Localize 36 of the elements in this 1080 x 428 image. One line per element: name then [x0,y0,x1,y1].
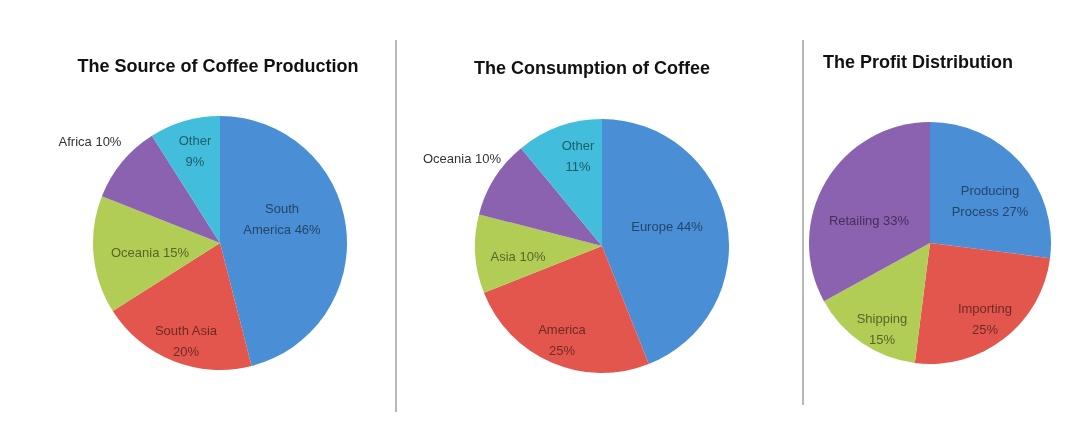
data-label: 11% [565,158,591,173]
pie-slice [521,119,602,246]
slice-label: Retailing 33% [828,212,910,228]
pie-slice [809,122,930,302]
pie-slice [823,243,930,364]
pie-slice [602,119,729,365]
data-label: 15% [868,331,896,346]
chart-title: The Profit Distribution [823,52,1013,72]
chart-title: The Consumption of Coffee [474,58,710,78]
slice-label: Other [178,132,212,147]
slice-label: Africa 10% [58,133,122,149]
pie-slice [93,196,220,312]
chart-title: The Source of Coffee Production [77,56,359,76]
pie-slice [914,243,1051,364]
data-label: 9% [185,153,205,168]
slice-label: Other [561,137,595,152]
pie-slice [478,148,602,246]
slice-label: Shipping [856,310,908,325]
slice-label: Asia 10% [490,248,546,264]
pie-slice [930,122,1051,259]
slice-label: Europe 44% [631,218,704,234]
pie-slice [220,116,347,367]
slice-label: South America 46% [243,200,322,236]
slice-label: Oceania 10% [422,150,502,166]
slice-label: South Asia [154,322,218,337]
slice-label: Importing [957,300,1013,315]
pie-slice [475,214,602,293]
slice-label: America [538,321,587,336]
data-label: 25% [548,342,576,357]
pie-slice [483,246,649,373]
data-label: 25% [971,321,999,336]
pie-slice [112,243,252,370]
data-label: 20% [172,343,200,358]
slice-label: Producing Process 27% [951,182,1029,218]
pie-slice [151,116,220,243]
slice-label: Oceania 15% [110,244,190,260]
